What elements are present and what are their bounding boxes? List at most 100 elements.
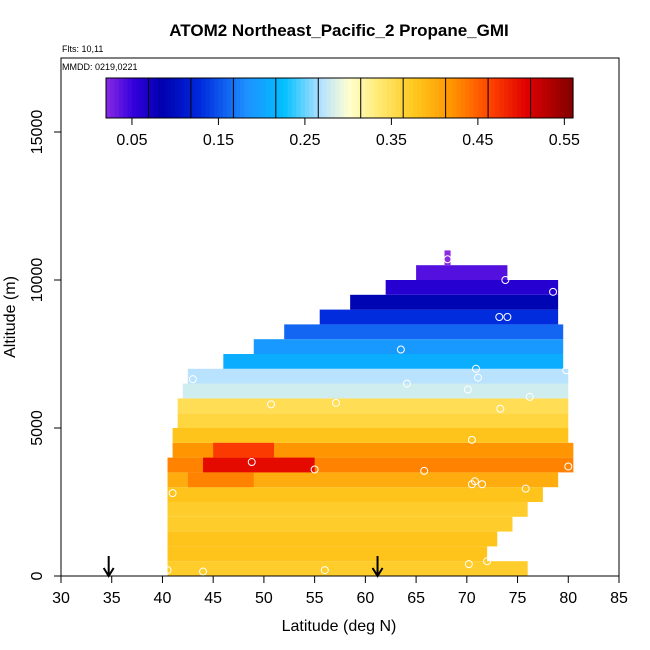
colorbar-cell-80 bbox=[451, 78, 457, 118]
colorbar-cell-53 bbox=[335, 78, 341, 118]
data-point-1 bbox=[199, 567, 208, 576]
observation-points bbox=[163, 255, 573, 576]
colorbar-cell-17 bbox=[179, 78, 185, 118]
colorbar-cell-88 bbox=[486, 78, 492, 118]
colorbar-cell-69 bbox=[404, 78, 410, 118]
colorbar-cell-0 bbox=[106, 78, 111, 118]
data-point-25 bbox=[396, 345, 405, 354]
colorbar-cell-81 bbox=[456, 78, 462, 118]
colorbar-cell-96 bbox=[521, 78, 527, 118]
data-point-7 bbox=[478, 480, 487, 489]
colorbar-cell-50 bbox=[322, 78, 328, 118]
colorbar-cell-102 bbox=[547, 78, 552, 118]
colorbar-tick-label-2: 0.25 bbox=[289, 132, 320, 149]
colorbar-cell-46 bbox=[304, 78, 310, 118]
arrow-0 bbox=[102, 556, 115, 578]
colorbar-cell-25 bbox=[214, 78, 220, 118]
x-tick-label-9: 75 bbox=[509, 590, 527, 607]
colorbar-cell-104 bbox=[555, 78, 561, 118]
x-tick-label-5: 55 bbox=[306, 590, 324, 607]
y-tick-label-3: 15000 bbox=[29, 110, 46, 155]
colorbar-cell-60 bbox=[365, 78, 371, 118]
colorbar-cell-41 bbox=[283, 78, 289, 118]
x-tick-label-3: 45 bbox=[204, 590, 222, 607]
colorbar-cell-97 bbox=[525, 78, 531, 118]
heat-band-0 bbox=[167, 561, 528, 576]
colorbar-cell-7 bbox=[136, 78, 142, 118]
colorbar-cell-94 bbox=[512, 78, 518, 118]
colorbar-tick-label-0: 0.05 bbox=[116, 132, 147, 149]
colorbar-cell-83 bbox=[464, 78, 470, 118]
colorbar-cell-77 bbox=[438, 78, 444, 118]
heat-band-11 bbox=[177, 398, 569, 414]
colorbar-cell-100 bbox=[538, 78, 544, 118]
data-point-26 bbox=[495, 313, 504, 321]
colorbar-ticks: 0.05 0.15 0.25 0.35 0.45 0.55 bbox=[116, 118, 580, 149]
colorbar-cell-62 bbox=[374, 78, 380, 118]
heat-band-10 bbox=[177, 413, 569, 428]
heat-band-16 bbox=[284, 324, 564, 340]
x-tick-label-8: 70 bbox=[458, 590, 476, 607]
colorbar-cell-47 bbox=[309, 78, 315, 118]
colorbar-cell-11 bbox=[153, 78, 159, 118]
colorbar-cell-66 bbox=[391, 78, 397, 118]
colorbar-cell-12 bbox=[157, 78, 163, 118]
colorbar-cell-38 bbox=[270, 78, 276, 118]
colorbar-cell-56 bbox=[348, 78, 354, 118]
colorbar-cell-63 bbox=[378, 78, 384, 118]
colorbar-cell-13 bbox=[162, 78, 168, 118]
colorbar-cell-45 bbox=[300, 78, 306, 118]
colorbar-cell-95 bbox=[516, 78, 522, 118]
heat-band-21 bbox=[444, 250, 451, 266]
colorbar-cell-49 bbox=[317, 78, 323, 118]
x-tick-label-4: 50 bbox=[255, 590, 273, 607]
colorbar-cell-42 bbox=[287, 78, 293, 118]
colorbar-tick-label-4: 0.45 bbox=[462, 132, 493, 149]
colorbar-frame bbox=[105, 77, 574, 119]
heat-band-5 bbox=[167, 487, 543, 502]
colorbar-cell-105 bbox=[560, 78, 565, 118]
x-tick-label-7: 65 bbox=[407, 590, 425, 607]
flights-label: Flts: 10,11 bbox=[62, 44, 103, 54]
data-point-29 bbox=[501, 276, 510, 284]
colorbar-cell-6 bbox=[131, 78, 137, 118]
colorbar-cell-18 bbox=[183, 78, 189, 118]
data-point-16 bbox=[331, 398, 340, 407]
x-axis-label: Latitude (deg N) bbox=[282, 618, 397, 635]
colorbar-cell-2 bbox=[114, 78, 120, 118]
data-point-10 bbox=[420, 466, 429, 475]
colorbar-cell-64 bbox=[382, 78, 388, 118]
colorbar-cell-43 bbox=[291, 78, 297, 118]
x-tick-label-0: 30 bbox=[52, 590, 70, 607]
colorbar-cell-93 bbox=[508, 78, 514, 118]
colorbar-cell-103 bbox=[551, 78, 557, 118]
data-point-11 bbox=[310, 465, 319, 474]
data-point-27 bbox=[503, 313, 512, 321]
colorbar-cell-39 bbox=[274, 78, 280, 118]
heat-band-15 bbox=[253, 339, 564, 354]
colorbar-cell-72 bbox=[417, 78, 423, 118]
colorbar-cell-101 bbox=[542, 78, 548, 118]
y-tick-label-1: 5000 bbox=[29, 410, 46, 446]
colorbar-cell-59 bbox=[361, 78, 367, 118]
data-point-9 bbox=[521, 484, 530, 493]
data-point-19 bbox=[463, 385, 472, 394]
colorbar-cell-58 bbox=[356, 78, 362, 118]
colorbar-cell-71 bbox=[413, 78, 418, 118]
data-point-3 bbox=[464, 560, 473, 569]
colorbar-cell-92 bbox=[503, 78, 509, 118]
heat-band-19 bbox=[385, 280, 559, 295]
colorbar-cell-3 bbox=[118, 78, 124, 118]
colorbar-cell-34 bbox=[253, 78, 258, 118]
x-tick-label-2: 40 bbox=[154, 590, 172, 607]
colorbar-cell-61 bbox=[369, 78, 375, 118]
chart-title: ATOM2 Northeast_Pacific_2 Propane_GMI bbox=[169, 21, 508, 40]
x-tick-label-10: 80 bbox=[559, 590, 577, 607]
colorbar-cell-5 bbox=[127, 78, 133, 118]
colorbar bbox=[105, 77, 574, 119]
colorbar-cell-87 bbox=[482, 78, 488, 118]
heat-hotspot-2 bbox=[187, 472, 254, 488]
colorbar-cell-57 bbox=[352, 78, 358, 118]
data-point-24 bbox=[562, 366, 571, 375]
